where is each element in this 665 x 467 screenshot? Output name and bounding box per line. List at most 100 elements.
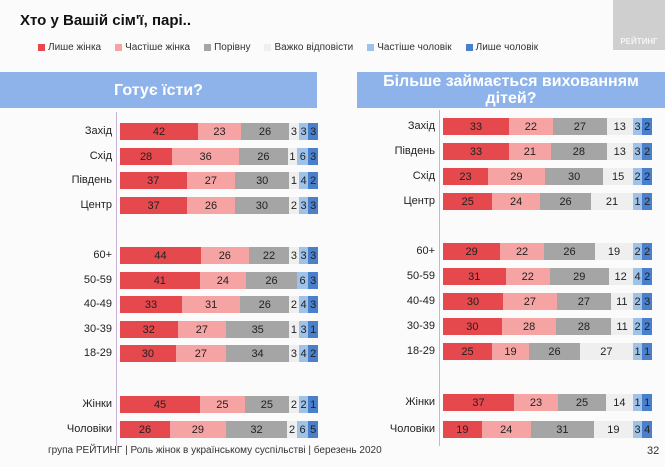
- bar-segment: 3: [308, 296, 318, 313]
- bar-segment: 31: [530, 421, 595, 438]
- bar-segment: 27: [186, 172, 236, 189]
- bar-segment: 3: [289, 345, 299, 362]
- bar-segment: 1: [642, 394, 652, 411]
- bar-segment: 4: [298, 172, 309, 189]
- legend-swatch: [204, 44, 212, 51]
- category-label: Південь: [394, 145, 435, 157]
- bar-segment: 1: [632, 193, 643, 210]
- bar-segment: 23: [443, 168, 488, 185]
- category-label: Чоловіки: [66, 423, 112, 435]
- bar-segment: 3: [308, 197, 318, 214]
- bar-segment: 4: [632, 268, 643, 285]
- category-label: 60+: [93, 249, 112, 261]
- footer: група РЕЙТИНГ | Роль жінок в українськом…: [48, 445, 382, 456]
- bar-segment: 13: [606, 118, 633, 135]
- bar-segment: 24: [199, 272, 247, 289]
- bar-segment: 26: [240, 123, 290, 140]
- bar-segment: 37: [443, 394, 514, 411]
- bar-segment: 22: [500, 243, 544, 260]
- bar-segment: 27: [175, 345, 226, 362]
- bar-segment: 3: [308, 148, 318, 165]
- bar-segment: 19: [594, 421, 633, 438]
- category-label: Захід: [407, 120, 435, 132]
- bar-segment: 3: [642, 293, 652, 310]
- bar-segment: 4: [298, 296, 309, 313]
- bar-segment: 25: [200, 396, 245, 413]
- bar-segment: 1: [289, 172, 299, 189]
- bar-segment: 30: [443, 318, 502, 335]
- category-label: 18-29: [83, 347, 112, 359]
- bar-segment: 27: [556, 293, 611, 310]
- bar-segment: 31: [182, 296, 241, 313]
- bar-segment: 5: [308, 421, 318, 438]
- bar-segment: 4: [642, 421, 652, 438]
- bar-segment: 30: [120, 345, 176, 362]
- bar-segment: 26: [200, 247, 249, 264]
- legend-item: Частіше жінка: [115, 42, 190, 53]
- bar-segment: 2: [308, 172, 318, 189]
- bar-segment: 3: [298, 321, 309, 338]
- bar-segment: 36: [172, 148, 240, 165]
- bar-segment: 33: [443, 143, 509, 160]
- bar-segment: 23: [513, 394, 559, 411]
- bar-segment: 35: [226, 321, 290, 338]
- bar-segment: 32: [225, 421, 288, 438]
- legend-item: Частіше чоловік: [367, 42, 452, 53]
- bar-segment: 29: [550, 268, 609, 285]
- bar-segment: 22: [508, 118, 553, 135]
- legend-item: Лише жінка: [38, 42, 101, 53]
- bar-segment: 29: [443, 243, 501, 260]
- category-label: Центр: [403, 195, 436, 207]
- bar-segment: 26: [529, 343, 580, 360]
- category-label: Схід: [89, 150, 112, 162]
- bar-segment: 24: [492, 193, 540, 210]
- y-axis: [116, 112, 117, 446]
- bar-segment: 2: [632, 243, 643, 260]
- bar-segment: 2: [632, 318, 643, 335]
- legend-label: Лише чоловік: [475, 42, 539, 53]
- bar-segment: 26: [239, 148, 288, 165]
- bar-segment: 1: [289, 321, 299, 338]
- bar-segment: 21: [591, 193, 633, 210]
- y-axis: [439, 110, 440, 446]
- legend-swatch: [264, 44, 272, 51]
- page-title: Хто у Вашій сім'ї, парі..: [20, 12, 192, 29]
- legend-item: Порівну: [204, 42, 250, 53]
- bar-segment: 3: [298, 197, 309, 214]
- legend-swatch: [367, 44, 375, 51]
- bar-segment: 26: [246, 272, 297, 289]
- bar-segment: 2: [289, 296, 299, 313]
- category-label: 50-59: [83, 274, 112, 286]
- bar-segment: 3: [308, 123, 318, 140]
- category-label: Центр: [80, 199, 113, 211]
- bar-segment: 33: [443, 118, 509, 135]
- bar-segment: 42: [120, 123, 199, 140]
- bar-segment: 6: [296, 272, 309, 289]
- category-label: 18-29: [406, 345, 435, 357]
- bar-segment: 2: [632, 168, 643, 185]
- bar-segment: 44: [120, 247, 201, 264]
- bar-segment: 25: [443, 343, 492, 360]
- bar-segment: 19: [595, 243, 633, 260]
- bar-segment: 21: [508, 143, 551, 160]
- bar-segment: 26: [543, 243, 596, 260]
- bar-segment: 2: [642, 243, 652, 260]
- bar-segment: 2: [642, 143, 652, 160]
- bar-segment: 37: [120, 172, 187, 189]
- bar-segment: 3: [632, 421, 643, 438]
- bar-segment: 28: [556, 318, 612, 335]
- bar-segment: 26: [539, 193, 592, 210]
- bar-segment: 14: [605, 394, 633, 411]
- bar-segment: 2: [642, 268, 652, 285]
- page-number: 32: [647, 445, 660, 457]
- legend-item: Важко відповісти: [264, 42, 353, 53]
- bar-segment: 26: [187, 197, 235, 214]
- category-label: 30-39: [83, 323, 112, 335]
- category-label: Жінки: [405, 396, 435, 408]
- legend-label: Порівну: [214, 42, 251, 53]
- bar-segment: 1: [308, 321, 318, 338]
- bar-segment: 2: [298, 396, 309, 413]
- bar-segment: 25: [244, 396, 290, 413]
- bar-segment: 25: [558, 394, 606, 411]
- chart-title-cooking: Готує їсти?: [0, 72, 317, 108]
